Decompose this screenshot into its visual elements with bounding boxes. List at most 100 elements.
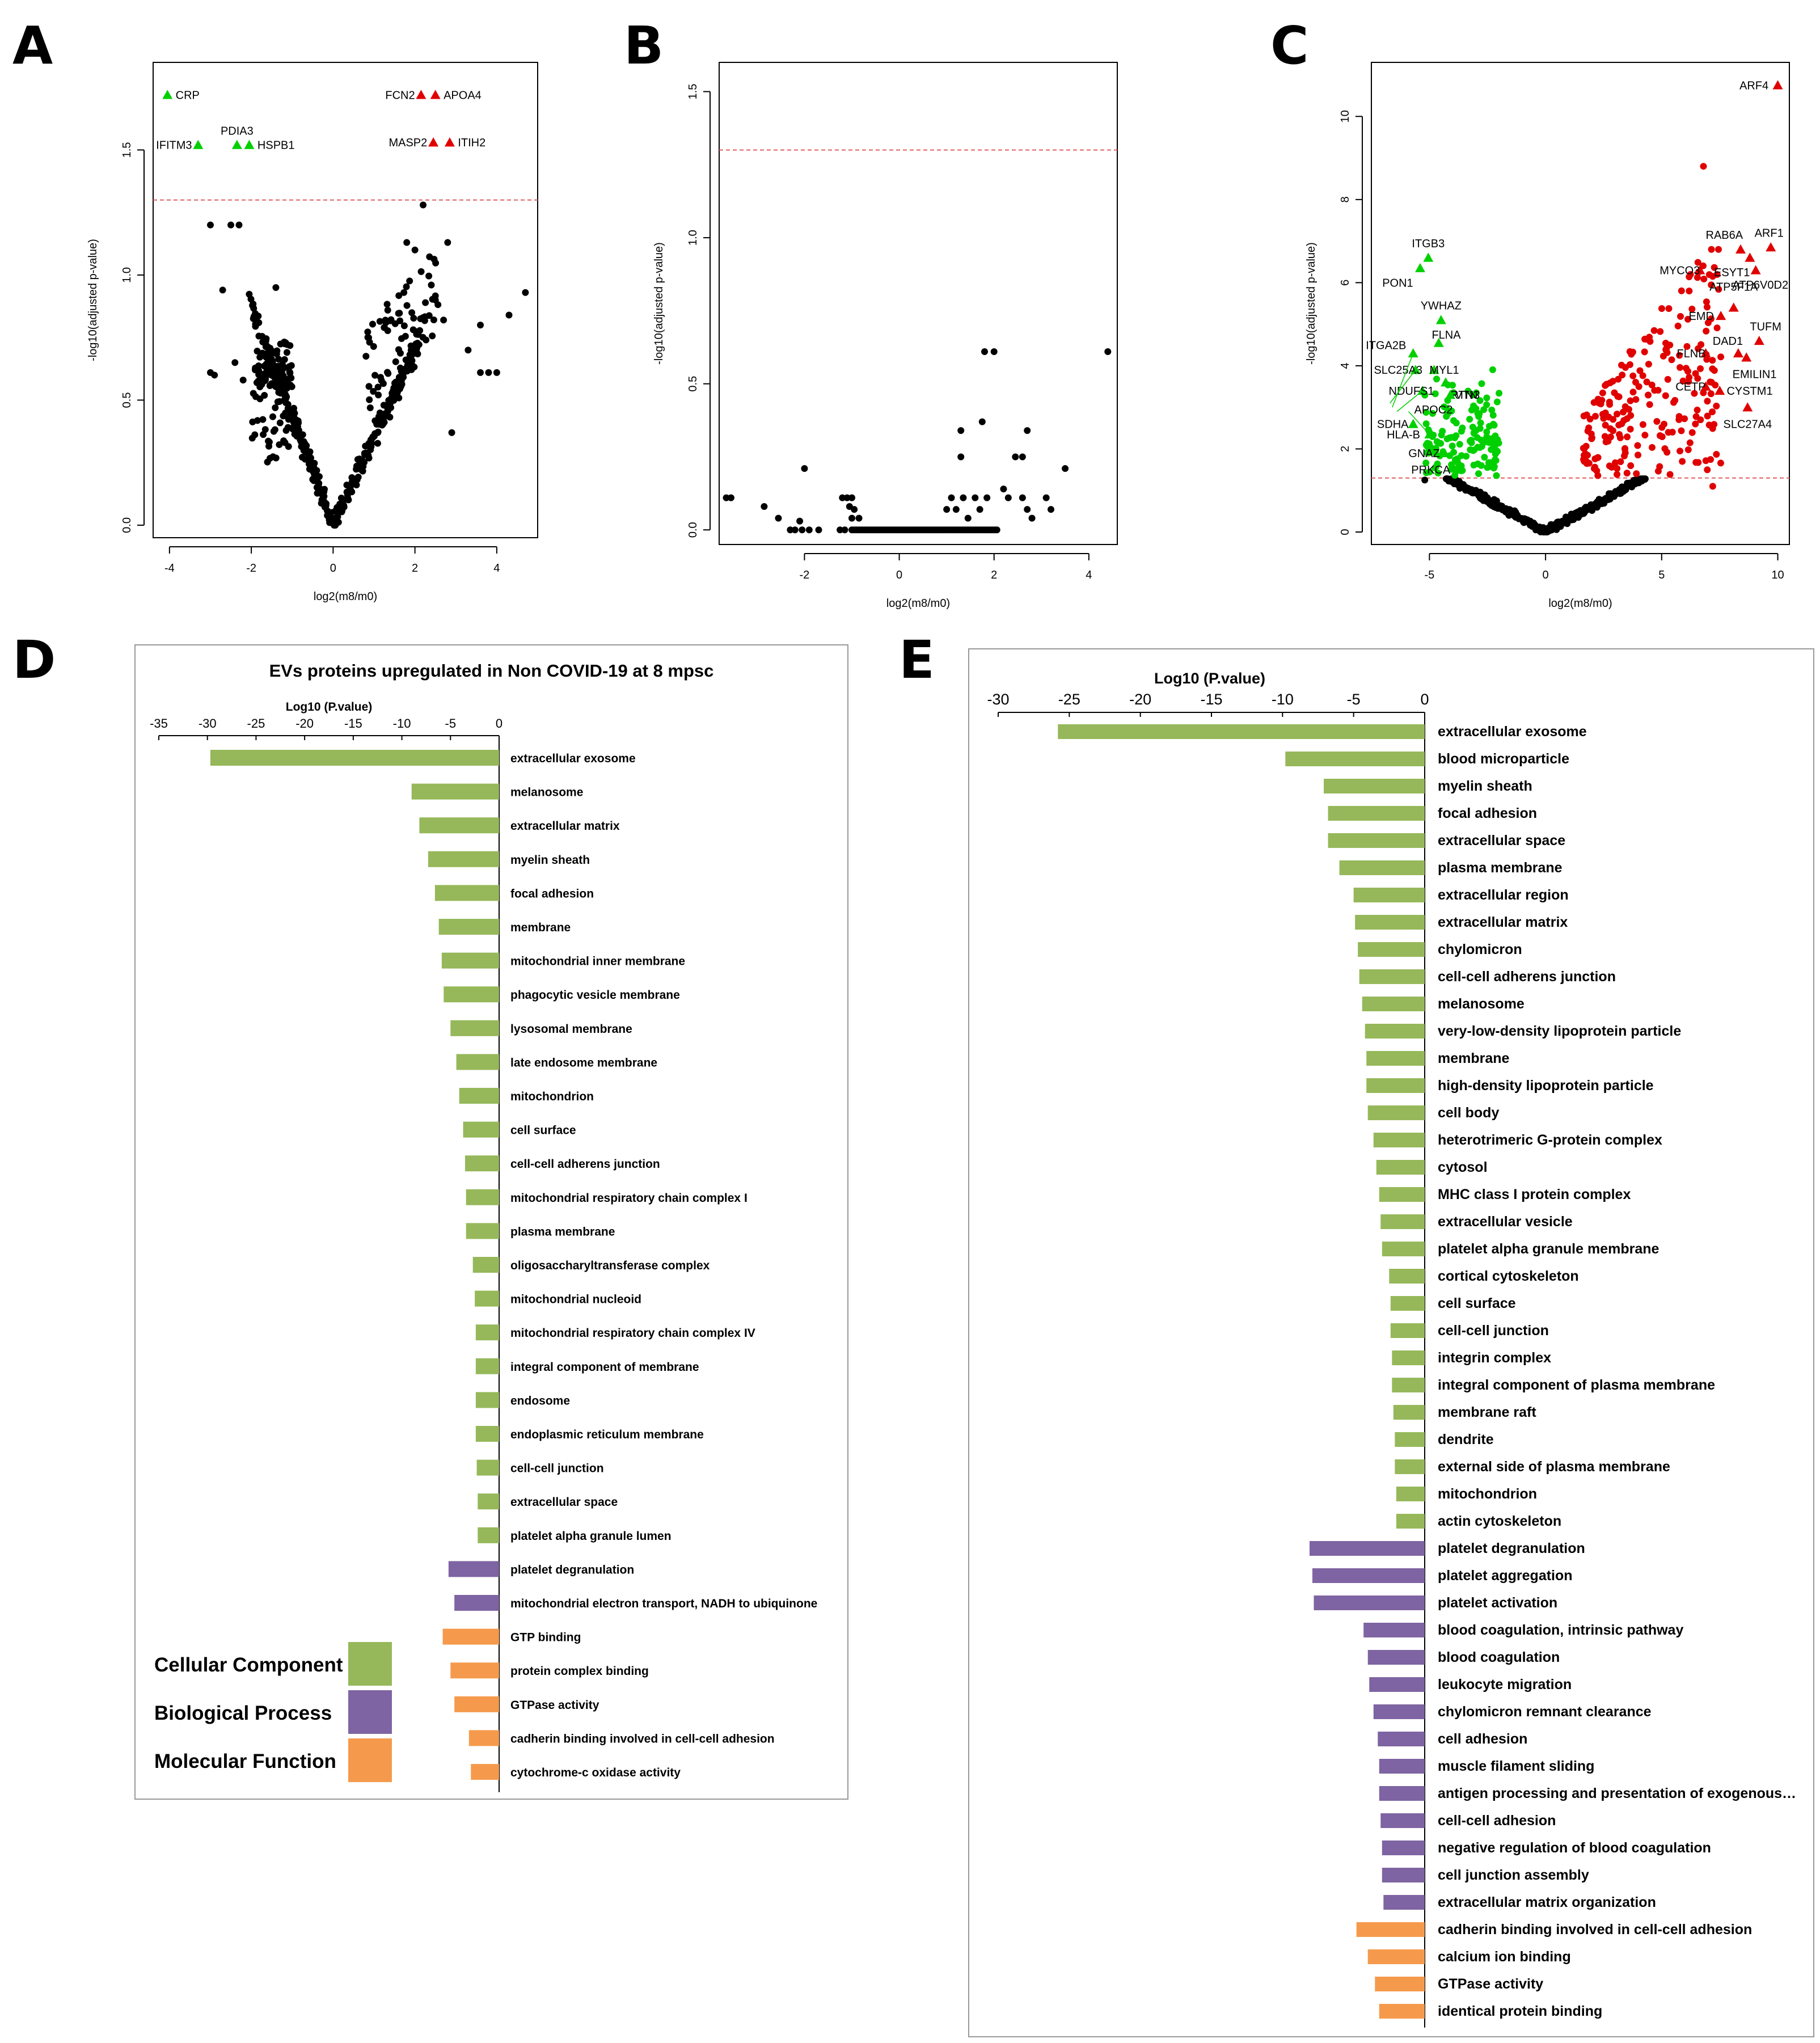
category-label: cell-cell adhesion [1438, 1813, 1556, 1829]
data-point [1583, 458, 1590, 466]
category-label: endosome [510, 1394, 570, 1407]
data-point [960, 494, 967, 501]
data-point [1666, 471, 1674, 478]
data-point [246, 290, 253, 298]
gene-label: SLC27A4 [1723, 419, 1772, 431]
data-point [1598, 497, 1606, 504]
significant-marker [1715, 385, 1725, 395]
data-point [291, 422, 298, 429]
category-label: integral component of membrane [510, 1361, 699, 1374]
data-point [1482, 438, 1489, 445]
data-point [340, 503, 348, 510]
data-point [265, 438, 273, 446]
y-tick-label: 1.0 [121, 267, 133, 283]
category-label: blood coagulation [1438, 1649, 1560, 1665]
y-axis-title: -log10(adjusted p-value) [1305, 242, 1318, 365]
x-tick-label: 0 [496, 716, 502, 731]
data-point [239, 377, 247, 384]
data-point [1422, 408, 1430, 416]
data-point [1626, 348, 1633, 355]
significant-marker [1735, 244, 1746, 254]
data-point [366, 404, 374, 412]
category-label: membrane [510, 921, 571, 934]
volcano-plot-b: B -2 0 2 4 log2(m8/m0) 0.0 0.5 1.0 1.5 -log10(adju… [624, 15, 1118, 610]
data-point [1564, 516, 1572, 524]
data-point [420, 201, 427, 209]
data-point [1708, 378, 1715, 386]
data-point [485, 369, 492, 376]
data-point [1658, 305, 1665, 313]
data-point [1580, 412, 1587, 420]
significant-marker [1429, 365, 1439, 374]
data-point [299, 431, 306, 438]
significant-marker [1435, 315, 1446, 324]
data-point [1639, 372, 1646, 379]
data-point [1588, 435, 1595, 442]
data-point [272, 284, 280, 291]
panel-letter: A [12, 15, 53, 76]
category-label: cytochrome-c oxidase activity [510, 1766, 681, 1779]
data-point [1627, 462, 1635, 470]
x-tick-label: -4 [164, 562, 175, 575]
data-point [1700, 389, 1707, 396]
category-label: blood coagulation, intrinsic pathway [1438, 1622, 1683, 1638]
data-point [1685, 378, 1692, 385]
data-point [272, 404, 279, 411]
bar [1356, 1922, 1425, 1937]
data-point [1619, 372, 1626, 379]
category-label: extracellular space [1438, 833, 1565, 849]
data-point [1620, 452, 1628, 459]
data-point [1477, 419, 1484, 427]
data-point [1645, 361, 1652, 368]
data-point [1449, 442, 1456, 450]
gene-label: ITIH2 [458, 137, 485, 149]
data-point [302, 455, 309, 463]
category-label: platelet aggregation [1438, 1568, 1573, 1584]
data-point [1708, 315, 1715, 323]
data-point [1695, 459, 1702, 466]
category-label: mitochondrion [510, 1090, 594, 1103]
bar [1324, 779, 1425, 793]
category-label: mitochondrion [1438, 1486, 1537, 1502]
data-point [1473, 389, 1480, 396]
data-point [312, 470, 319, 477]
data-point [815, 526, 822, 534]
bar [1358, 942, 1425, 957]
bar [471, 1764, 499, 1780]
data-point [379, 380, 387, 387]
data-point [1576, 511, 1583, 518]
data-point [348, 478, 356, 486]
x-tick-label: -25 [247, 716, 265, 731]
data-point [255, 313, 262, 320]
x-tick-label: -15 [344, 716, 362, 731]
data-point [432, 297, 439, 303]
data-point [981, 348, 988, 355]
data-point [1582, 450, 1589, 457]
data-point [1711, 264, 1718, 271]
data-point [416, 327, 424, 334]
data-point [1688, 429, 1696, 436]
data-point [250, 301, 257, 308]
bar [1383, 1895, 1425, 1910]
x-tick-label: -30 [987, 691, 1009, 708]
data-point [943, 506, 951, 513]
data-point [275, 356, 282, 363]
data-point [1692, 420, 1699, 428]
data-point [1618, 486, 1625, 493]
data-point [1674, 322, 1682, 330]
data-point [1475, 492, 1483, 499]
category-label: chylomicron [1438, 942, 1522, 957]
data-point [1422, 459, 1430, 467]
data-point [843, 494, 851, 501]
data-point [1614, 465, 1621, 472]
category-label: cell body [1438, 1105, 1499, 1121]
data-point [1636, 367, 1644, 374]
gene-label: GNAZ [1408, 448, 1440, 460]
bar [1363, 1623, 1425, 1637]
significant-marker [1733, 348, 1743, 358]
gene-label: PRKCA [1411, 464, 1451, 476]
data-point [1617, 458, 1624, 466]
data-point [1443, 413, 1450, 420]
data-point [1610, 416, 1617, 423]
data-point [1681, 415, 1688, 423]
